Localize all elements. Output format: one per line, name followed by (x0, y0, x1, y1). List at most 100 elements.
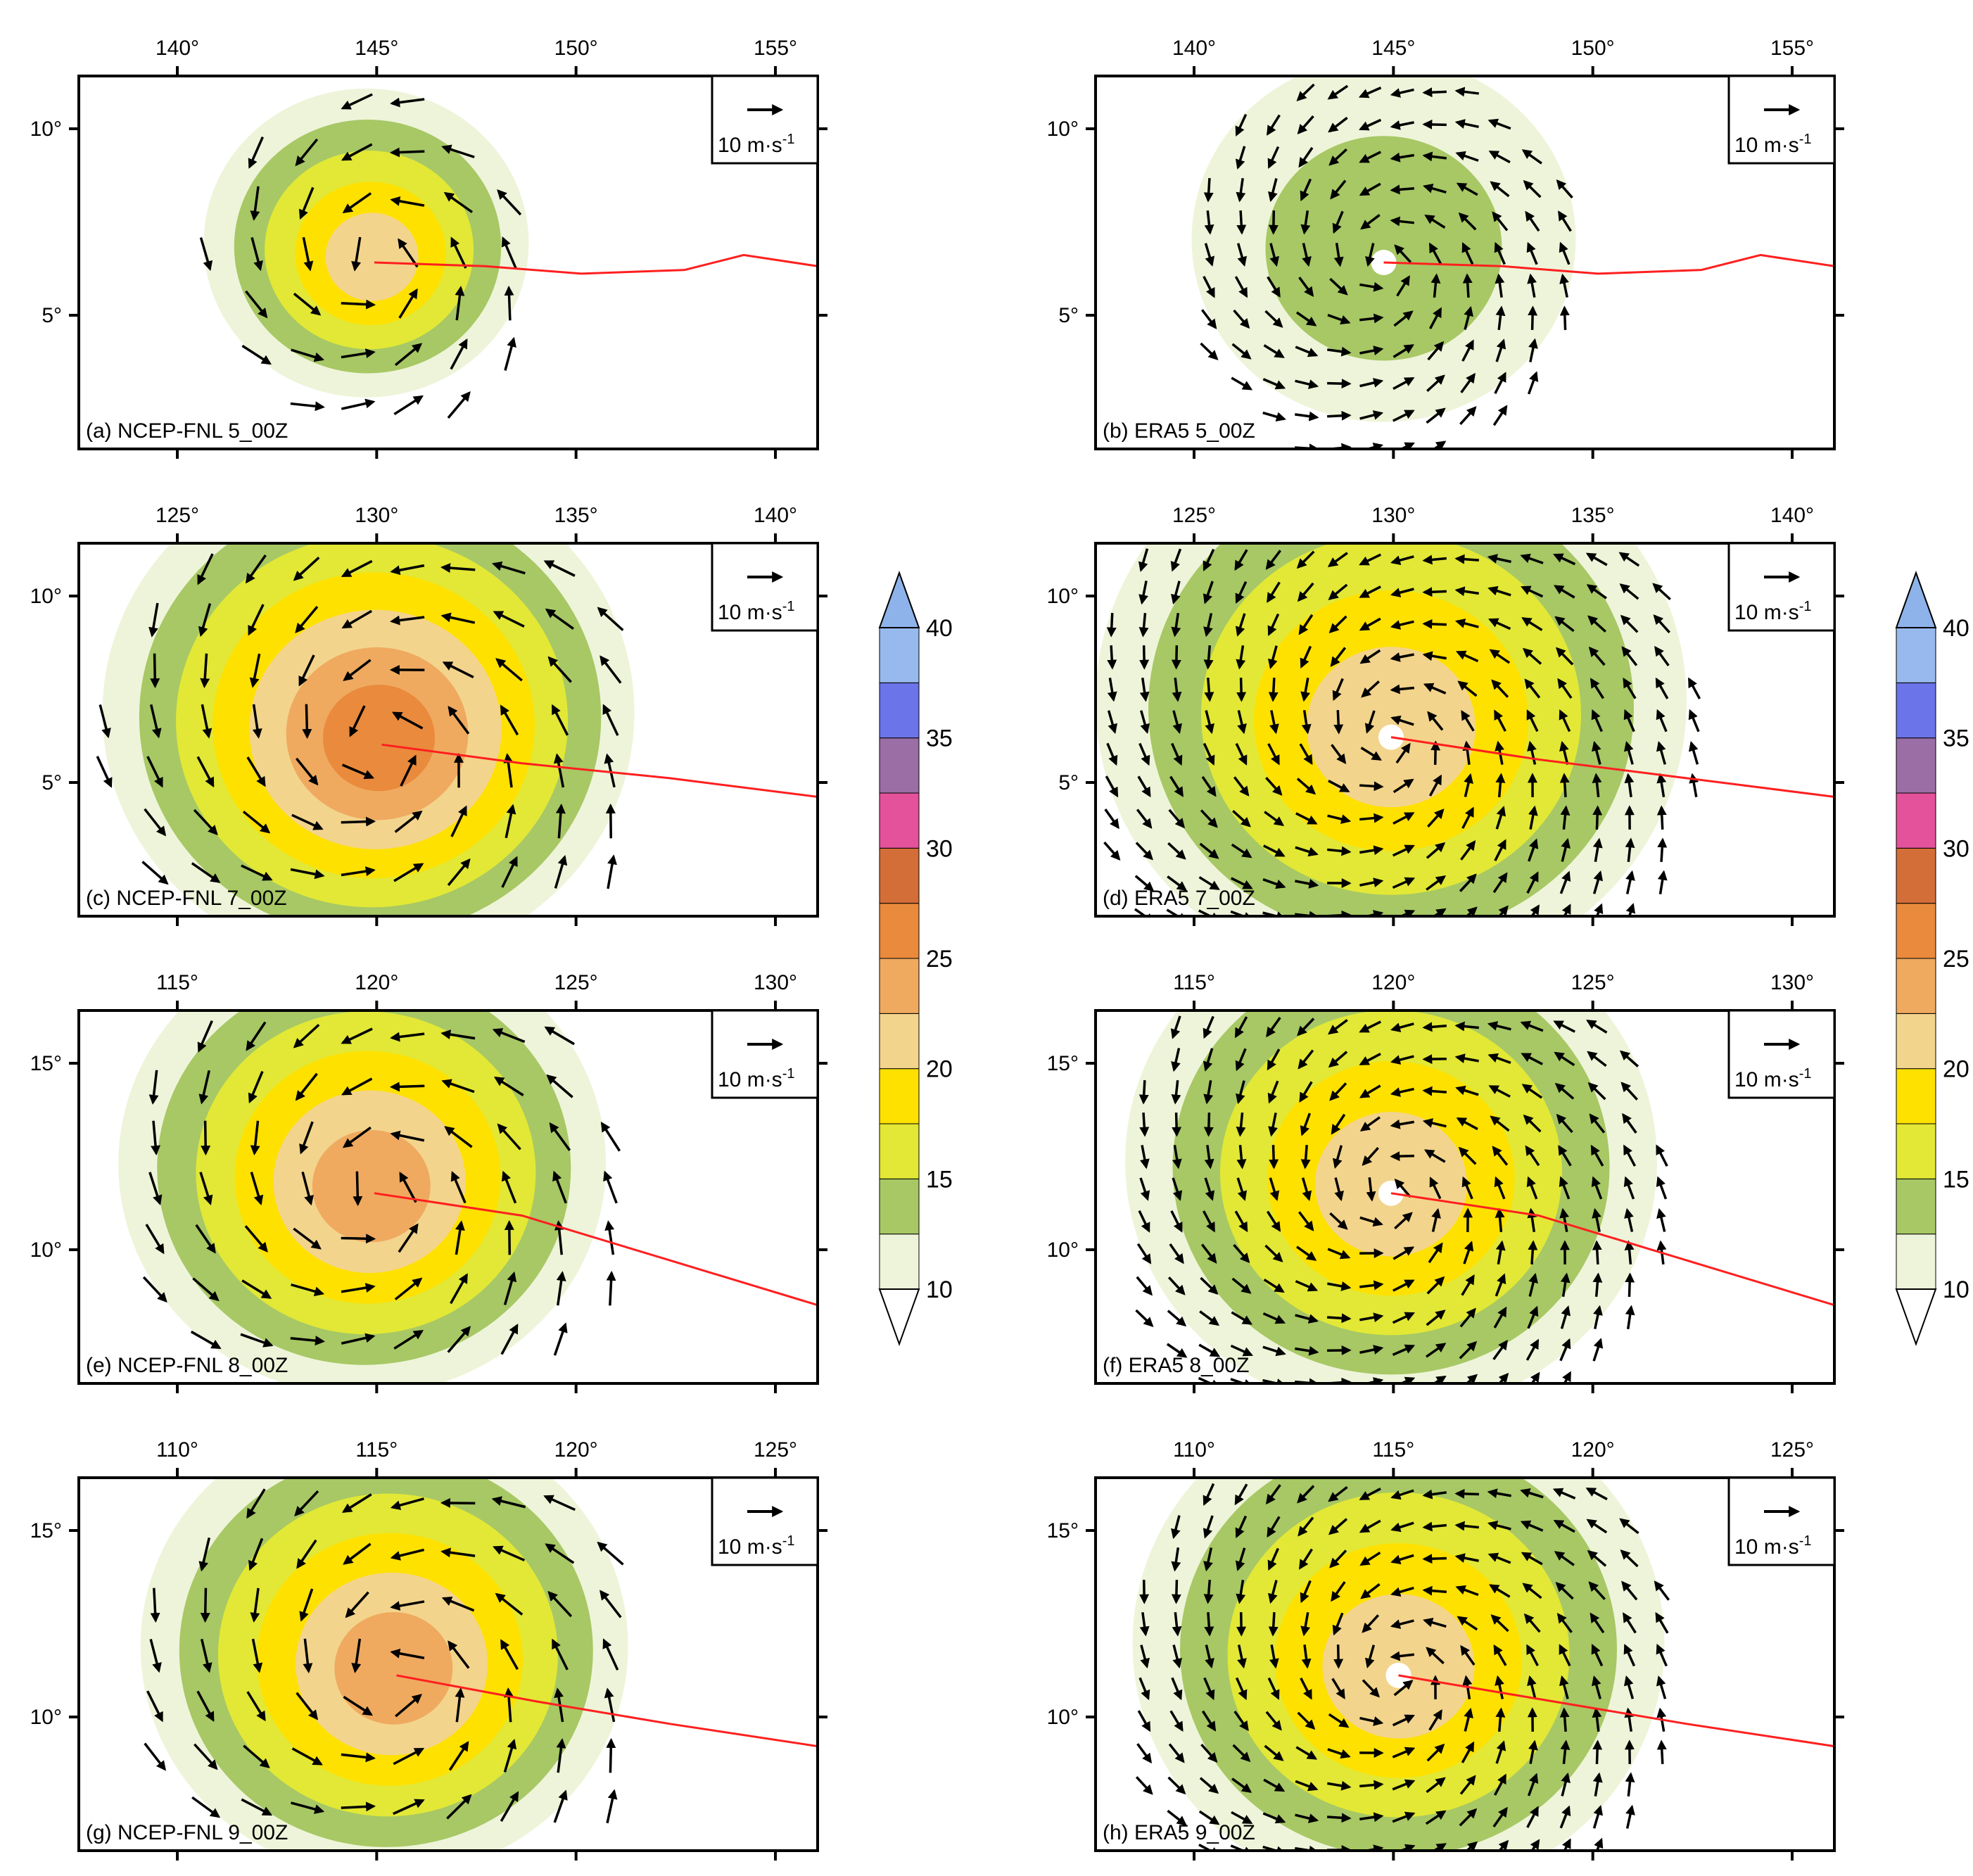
wind-vector-arrow (1333, 1644, 1344, 1669)
wind-vector-arrow (1390, 620, 1414, 630)
wind-vector-arrow (296, 1539, 317, 1569)
wind-vector-arrow (1390, 652, 1414, 662)
wind-vector-arrow (1235, 1677, 1248, 1701)
wind-vector-arrow (1201, 775, 1217, 797)
wind-vector-arrow (1394, 1178, 1411, 1198)
wind-vector-arrow (448, 706, 470, 735)
wind-vector-arrow (144, 808, 167, 837)
wind-vector-arrow (1592, 1338, 1604, 1362)
wind-vector-arrow (1139, 678, 1150, 702)
wind-vector-arrow (1520, 1520, 1544, 1532)
wind-vector-arrow (1422, 619, 1447, 629)
wind-vector-arrow (1392, 1312, 1415, 1324)
colorbar-segment (1896, 792, 1936, 849)
wind-vector-arrow (1487, 118, 1511, 130)
wind-vector-arrow (1560, 805, 1571, 830)
wind-vector-arrow (1107, 645, 1117, 670)
wind-vector-arrow (1138, 581, 1148, 605)
wind-vector-arrow (1330, 179, 1347, 200)
wind-vector-arrow (1522, 647, 1542, 665)
wind-vector-arrow (1422, 1585, 1447, 1596)
wind-vector-arrow (1139, 1177, 1150, 1201)
wind-vector-arrow (341, 609, 373, 629)
typhoon-track-line (396, 1674, 818, 1748)
wind-vector-arrow (1522, 1583, 1542, 1599)
wind-vector-arrow (1592, 1707, 1602, 1732)
wind-vector-arrow (1359, 877, 1384, 887)
wind-vector-arrow (1426, 842, 1446, 859)
wind-vector-arrow (1295, 1813, 1319, 1823)
wind-vector-arrow (1140, 710, 1150, 735)
wind-vector-arrow (1232, 810, 1251, 828)
typhoon-track-line (381, 743, 818, 798)
wind-vector-arrow (1359, 1280, 1384, 1291)
reference-vector-exponent: -1 (1799, 1066, 1812, 1082)
wind-vector-arrow (1657, 837, 1668, 862)
wind-vector-arrow (1591, 1644, 1604, 1667)
wind-vector-arrow (1138, 742, 1150, 766)
colorbar: 40 35 30 25 20 15 10 (1895, 571, 1969, 1346)
wind-vector-arrow (1559, 305, 1570, 330)
wind-vector-arrow (500, 1323, 519, 1355)
wind-vector-arrow (1298, 146, 1314, 168)
wind-vector-arrow (291, 1747, 323, 1766)
wind-speed-shading (1191, 76, 1576, 422)
wind-vector-arrow (1591, 709, 1603, 733)
wind-vector-arrow (390, 196, 425, 207)
wind-vector-arrow (246, 1691, 266, 1722)
wind-vector-arrow (545, 608, 574, 630)
wind-vector-arrow (1266, 1017, 1281, 1038)
wind-vector-arrow (1464, 773, 1473, 797)
wind-vector-arrow (440, 1029, 476, 1040)
wind-vector-arrow (1330, 647, 1347, 667)
colorbar-segment (879, 792, 920, 849)
wind-vector-arrow (244, 1225, 268, 1253)
lat-tick-label: 10° (1047, 1706, 1079, 1729)
wind-vector-arrow (1392, 812, 1415, 825)
colorbar-tick-label: 10 (1943, 1276, 1969, 1303)
colorbar-tick-label: 35 (926, 725, 953, 752)
wind-vector-arrow (1422, 1118, 1447, 1128)
wind-vector-arrow (200, 653, 210, 689)
wind-vector-arrow (441, 144, 475, 158)
wind-vector-arrow (1494, 241, 1506, 265)
wind-vector-arrow (1234, 1210, 1248, 1233)
wind-vector-arrow (1262, 1345, 1286, 1357)
lon-tick-label: 120° (1571, 1438, 1615, 1462)
reference-vector-exponent: -1 (782, 1533, 795, 1549)
wind-vector-arrow (1198, 1343, 1221, 1357)
wind-vector-arrow (1140, 1644, 1150, 1669)
wind-vector-arrow (393, 863, 424, 882)
wind-vector-arrow (1422, 1489, 1447, 1500)
wind-vector-arrow (1454, 1521, 1479, 1531)
reference-vector-box (711, 1476, 819, 1566)
wind-vector-arrow (394, 810, 423, 833)
wind-vector-arrow (1234, 1483, 1248, 1506)
wind-vector-arrow (1592, 1272, 1603, 1297)
wind-vector-arrow (1392, 1279, 1415, 1292)
wind-vector-arrow (1586, 1020, 1608, 1034)
wind-vector-arrow (1494, 709, 1506, 732)
wind-vector-arrow (1327, 552, 1348, 567)
lat-tick-label: 10° (1047, 118, 1079, 141)
wind-vector-arrow (298, 186, 315, 220)
wind-vector-arrow (1359, 585, 1381, 598)
wind-vector-arrow (1236, 678, 1247, 702)
wind-vector-arrow (1625, 1772, 1635, 1796)
reference-vector-exponent: -1 (782, 132, 795, 147)
wind-vector-arrow (1264, 1744, 1284, 1761)
wind-vector-arrow (1653, 614, 1670, 633)
wind-vector-arrow (1462, 740, 1473, 765)
wind-vector-arrow (547, 656, 572, 683)
wind-vector-arrow (1461, 1274, 1475, 1296)
typhoon-track-line (1390, 1192, 1834, 1307)
wind-vector-arrow (395, 1694, 422, 1718)
wind-vector-arrow (1235, 742, 1248, 766)
wind-vector-arrow (1359, 649, 1381, 664)
wind-vector-arrow (1300, 178, 1312, 202)
wind-vector-arrow (1585, 552, 1608, 566)
wind-vector-arrow (455, 286, 465, 321)
wind-vector-arrow (197, 553, 214, 585)
wind-vector-arrow (502, 1170, 517, 1204)
wind-vector-arrow (1461, 339, 1474, 362)
